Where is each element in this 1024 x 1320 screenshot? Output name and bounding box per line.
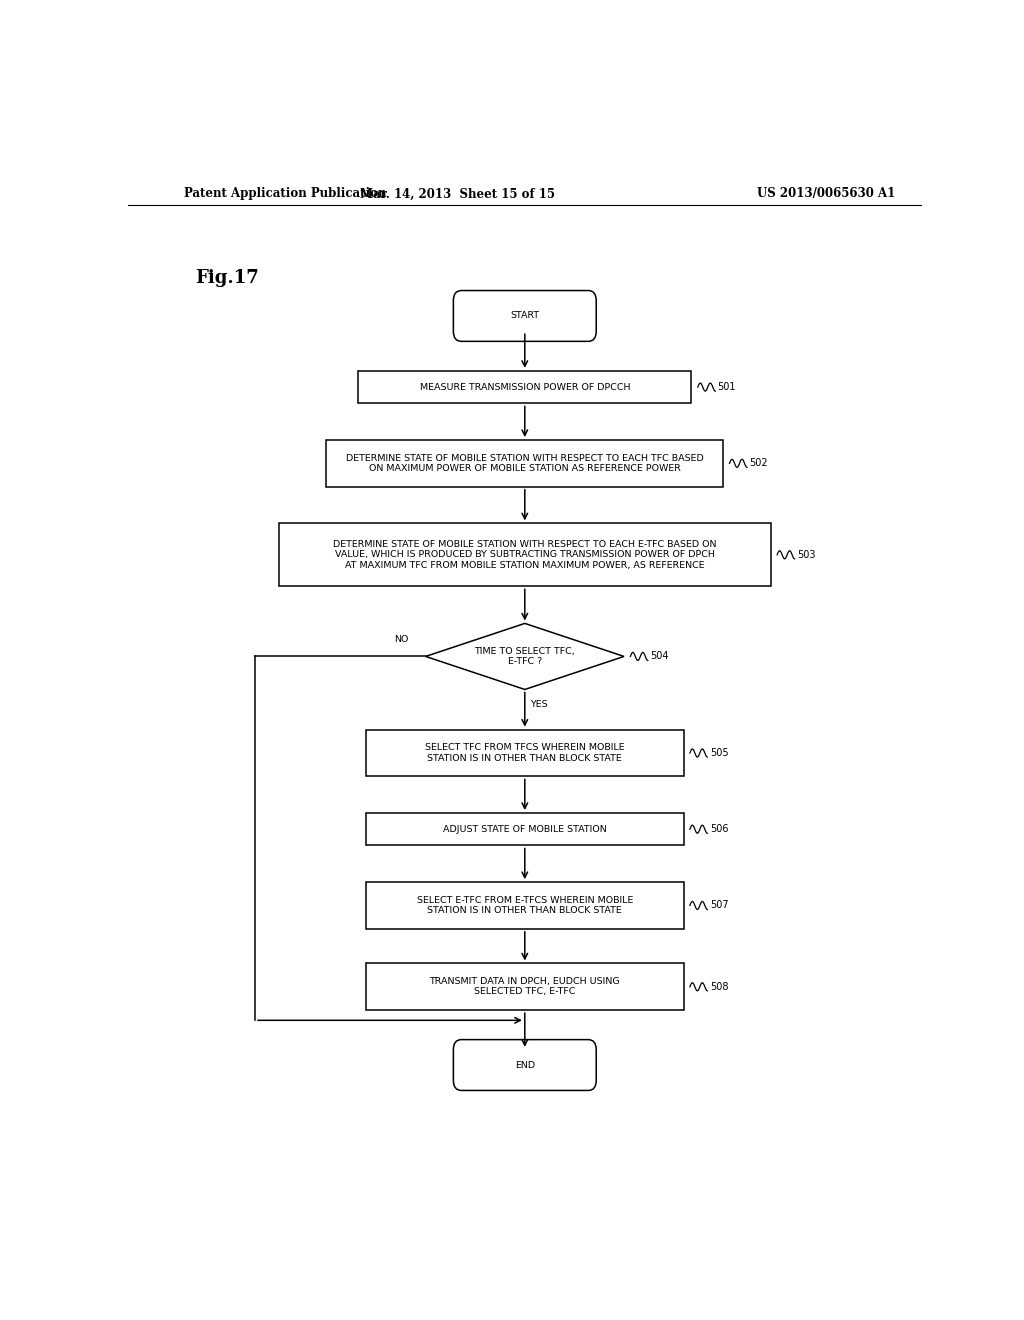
- Text: MEASURE TRANSMISSION POWER OF DPCCH: MEASURE TRANSMISSION POWER OF DPCCH: [420, 383, 630, 392]
- Text: 507: 507: [710, 900, 728, 911]
- Bar: [367, 813, 684, 846]
- Text: DETERMINE STATE OF MOBILE STATION WITH RESPECT TO EACH TFC BASED
ON MAXIMUM POWE: DETERMINE STATE OF MOBILE STATION WITH R…: [346, 454, 703, 473]
- Text: 501: 501: [718, 381, 736, 392]
- Bar: [367, 882, 684, 929]
- Bar: [367, 964, 684, 1010]
- Polygon shape: [426, 623, 624, 689]
- Text: END: END: [515, 1060, 535, 1069]
- Text: DETERMINE STATE OF MOBILE STATION WITH RESPECT TO EACH E-TFC BASED ON
VALUE, WHI: DETERMINE STATE OF MOBILE STATION WITH R…: [333, 540, 717, 570]
- Text: 506: 506: [710, 824, 728, 834]
- Text: 508: 508: [710, 982, 728, 991]
- Bar: [279, 523, 771, 586]
- Text: 505: 505: [710, 748, 728, 758]
- Bar: [367, 730, 684, 776]
- Text: TRANSMIT DATA IN DPCH, EUDCH USING
SELECTED TFC, E-TFC: TRANSMIT DATA IN DPCH, EUDCH USING SELEC…: [429, 977, 621, 997]
- Bar: [358, 371, 691, 404]
- Bar: [327, 440, 723, 487]
- Text: START: START: [510, 312, 540, 321]
- Text: Patent Application Publication: Patent Application Publication: [183, 187, 386, 201]
- Text: SELECT TFC FROM TFCS WHEREIN MOBILE
STATION IS IN OTHER THAN BLOCK STATE: SELECT TFC FROM TFCS WHEREIN MOBILE STAT…: [425, 743, 625, 763]
- FancyBboxPatch shape: [454, 290, 596, 342]
- Text: 502: 502: [750, 458, 768, 469]
- Text: 504: 504: [650, 652, 669, 661]
- Text: YES: YES: [530, 700, 548, 709]
- Text: Fig.17: Fig.17: [196, 269, 259, 288]
- Text: NO: NO: [394, 635, 409, 644]
- Text: ADJUST STATE OF MOBILE STATION: ADJUST STATE OF MOBILE STATION: [443, 825, 606, 834]
- Text: TIME TO SELECT TFC,
E-TFC ?: TIME TO SELECT TFC, E-TFC ?: [474, 647, 575, 667]
- Text: 503: 503: [797, 550, 815, 560]
- FancyBboxPatch shape: [454, 1040, 596, 1090]
- Text: US 2013/0065630 A1: US 2013/0065630 A1: [757, 187, 896, 201]
- Text: Mar. 14, 2013  Sheet 15 of 15: Mar. 14, 2013 Sheet 15 of 15: [359, 187, 555, 201]
- Text: SELECT E-TFC FROM E-TFCS WHEREIN MOBILE
STATION IS IN OTHER THAN BLOCK STATE: SELECT E-TFC FROM E-TFCS WHEREIN MOBILE …: [417, 896, 633, 915]
